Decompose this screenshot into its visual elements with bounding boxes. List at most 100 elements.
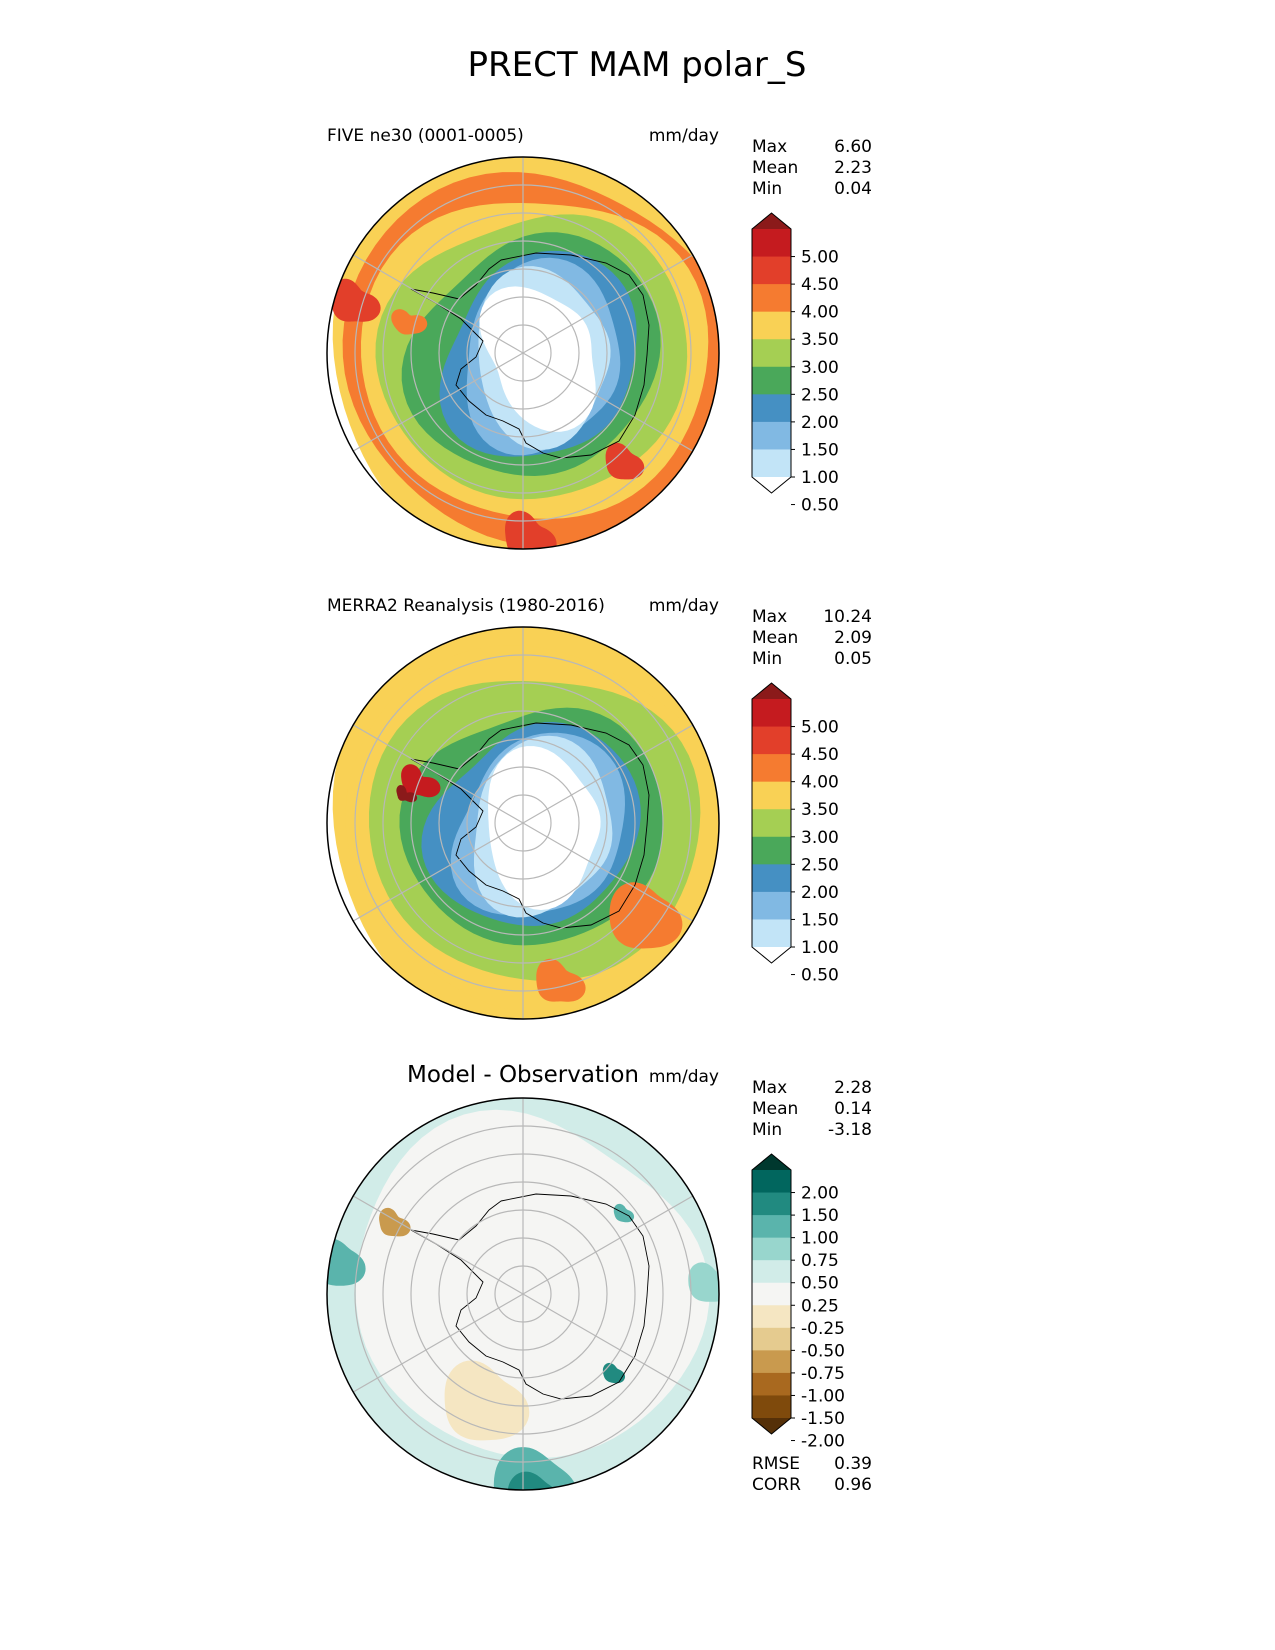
precip-patch [536, 958, 586, 1002]
precip-patch [401, 764, 441, 798]
colorbar-band [752, 726, 791, 755]
figure-title: PRECT MAM polar_S [468, 45, 807, 85]
precip-patch [605, 442, 645, 480]
colorbar-band [752, 1395, 791, 1419]
diff-patch [688, 1262, 719, 1302]
map-boundary [326, 1097, 720, 1491]
colorbar-band [752, 339, 791, 368]
metric-value: 0.96 [834, 1475, 872, 1495]
colorbar-tick-label: 2.50 [801, 385, 839, 405]
colorbar-tick-label: 2.00 [801, 883, 839, 903]
units-label: mm/day [649, 1067, 719, 1087]
colorbar-tick-label: 3.00 [801, 358, 839, 378]
colorbar-extend-max [752, 1154, 791, 1170]
stat-value: 0.05 [834, 649, 872, 669]
colorbar-band [752, 699, 791, 728]
metric-label: RMSE [752, 1454, 800, 1474]
colorbar-extend-max [752, 213, 791, 229]
colorbar-tick-label: -1.50 [801, 1409, 845, 1429]
stat-label: Mean [752, 628, 798, 648]
stat-value: 0.04 [834, 179, 872, 199]
colorbar-band [752, 1372, 791, 1396]
colorbar-tick-label: 1.50 [801, 440, 839, 460]
panel-title: Model - Observation [407, 1062, 639, 1088]
colorbar-band [752, 1237, 791, 1261]
colorbar-band [752, 229, 791, 258]
colorbar-band [752, 311, 791, 340]
diff-patch [602, 1362, 625, 1384]
colorbar-band [752, 891, 791, 920]
stat-label: Max [752, 607, 787, 627]
colorbar-extend-min [752, 477, 791, 493]
precip-patch [331, 278, 381, 322]
colorbar-tick-label: 4.00 [801, 773, 839, 793]
stat-value: 10.24 [823, 607, 872, 627]
stat-label: Max [752, 137, 787, 157]
stat-label: Mean [752, 1099, 798, 1119]
colorbar-band [752, 1170, 791, 1194]
panel-3: Model - Observation mm/day Max 2.28 Mean 0.14… [326, 1062, 872, 1495]
panel-title: FIVE ne30 (0001-0005) [327, 126, 524, 146]
colorbar-band [752, 1327, 791, 1351]
colorbar-tick-label: 0.50 [801, 966, 839, 986]
colorbar-extend-min [752, 947, 791, 963]
colorbar-tick-label: 4.50 [801, 745, 839, 765]
colorbar-tick-label: 3.50 [801, 800, 839, 820]
contour-level [488, 746, 601, 910]
colorbar-band [752, 1192, 791, 1216]
map-3 [327, 1098, 719, 1490]
units-label: mm/day [649, 126, 719, 146]
colorbar-band [752, 1260, 791, 1284]
stat-label: Max [752, 1078, 787, 1098]
graticule [327, 157, 719, 549]
panel-title: MERRA2 Reanalysis (1980-2016) [327, 596, 605, 616]
stat-value: 0.14 [834, 1099, 872, 1119]
diff-patch [507, 1471, 563, 1490]
stat-value: 2.28 [834, 1078, 872, 1098]
stat-label: Mean [752, 158, 798, 178]
map-boundary [326, 626, 720, 1020]
colorbar-band [752, 366, 791, 395]
colorbar-band [752, 394, 791, 423]
colorbar-extend-min [752, 1418, 791, 1434]
stat-value: -3.18 [828, 1120, 872, 1140]
colorbar-tick-label: 3.50 [801, 330, 839, 350]
contour-level [479, 286, 596, 432]
colorbar-tick-label: 2.00 [801, 1184, 839, 1204]
panel-2: MERRA2 Reanalysis (1980-2016) mm/day Max 10… [326, 596, 872, 1020]
stat-value: 2.09 [834, 628, 872, 648]
colorbar-tick-label: 2.50 [801, 855, 839, 875]
precip-patch [391, 309, 428, 335]
units-label: mm/day [649, 596, 719, 616]
colorbar-band [752, 919, 791, 948]
panel-1: FIVE ne30 (0001-0005) mm/day Max 6.60 Mean 2.… [326, 126, 872, 550]
colorbar-tick-label: -0.75 [801, 1364, 845, 1384]
colorbar-tick-label: 1.00 [801, 468, 839, 488]
colorbar-tick-label: -2.00 [801, 1432, 845, 1452]
map-2 [327, 627, 719, 1019]
colorbar-band [752, 1282, 791, 1306]
colorbar-tick-label: 0.25 [801, 1296, 839, 1316]
colorbar-tick-label: 4.00 [801, 303, 839, 323]
stat-label: Min [752, 649, 782, 669]
colorbar-tick-label: 0.50 [801, 496, 839, 516]
colorbar-tick-label: -1.00 [801, 1386, 845, 1406]
colorbar: 5.00 4.50 4.00 3.50 3.00 2.50 2.00 1.50 1.00 0.50 [751, 212, 839, 516]
colorbar-band [752, 754, 791, 783]
stat-label: Min [752, 1120, 782, 1140]
colorbar: 2.001.501.000.750.500.25-0.25-0.50-0.75-… [751, 1153, 845, 1452]
metric-value: 0.39 [834, 1454, 872, 1474]
colorbar-tick-label: 2.00 [801, 413, 839, 433]
colorbar-band [752, 421, 791, 450]
map-boundary [326, 156, 720, 550]
colorbar-band [752, 1215, 791, 1239]
colorbar-tick-label: 1.00 [801, 938, 839, 958]
stat-value: 6.60 [834, 137, 872, 157]
colorbar-tick-label: 5.00 [801, 248, 839, 268]
stat-value: 2.23 [834, 158, 872, 178]
colorbar: 5.00 4.50 4.00 3.50 3.00 2.50 2.00 1.50 1.00 0.50 [751, 682, 839, 986]
stat-label: Min [752, 179, 782, 199]
colorbar-tick-label: -0.50 [801, 1341, 845, 1361]
colorbar-band [752, 1305, 791, 1329]
